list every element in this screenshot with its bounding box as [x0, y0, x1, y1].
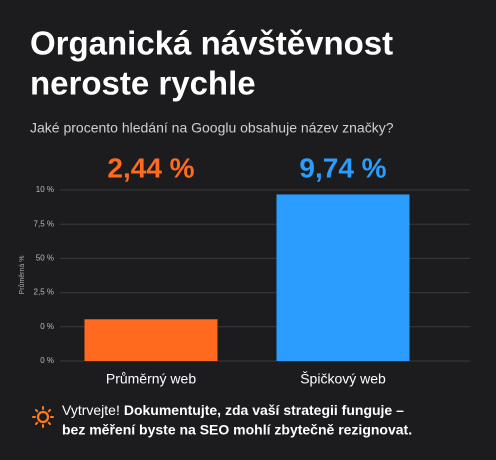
bar: [276, 194, 410, 361]
data-label: 2,44 %: [107, 152, 194, 183]
x-tick-label: Špičkový web: [300, 371, 386, 387]
footer-text: Vytrvejte! Dokumentujte, zda vaší strateg…: [62, 402, 404, 418]
y-tick-label: 10 %: [36, 185, 54, 194]
y-tick-label: 0 %: [40, 322, 54, 331]
data-label: 9,74 %: [299, 152, 386, 183]
chart-title: Organická návštěvnost: [30, 25, 393, 62]
y-tick-label: 2,5 %: [34, 288, 54, 297]
chart-title: neroste rychle: [30, 65, 256, 102]
footer-icon: [32, 406, 54, 428]
y-tick-label: 7,5 %: [34, 219, 54, 228]
y-tick-label: 0 %: [40, 356, 54, 365]
bar: [84, 319, 218, 361]
footer-lead: Vytrvejte!: [62, 402, 120, 418]
footer-text: bez měření byste na SEO mohlí zbytečně r…: [62, 422, 412, 438]
x-tick-label: Průměrný web: [106, 371, 196, 387]
y-axis-label: Průměrná %: [18, 256, 26, 295]
footer-bold: Dokumentujte, zda vaší strategii funguje…: [124, 402, 404, 418]
y-tick-label: 50 %: [36, 254, 54, 263]
chart-subtitle: Jaké procento hledání na Googlu obsahuje…: [30, 120, 394, 136]
